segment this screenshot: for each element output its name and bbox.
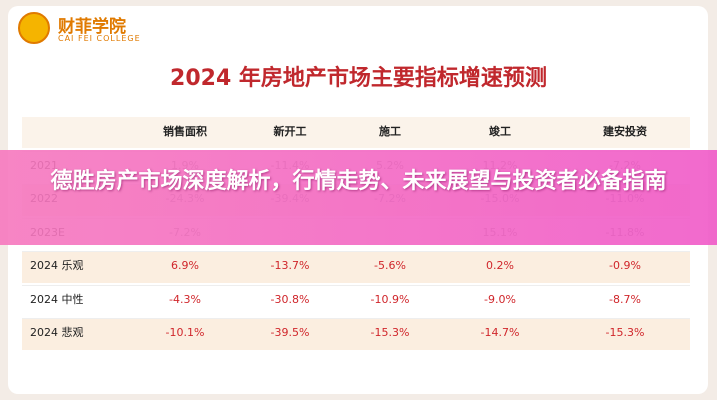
value-cell: -9.0% bbox=[484, 292, 516, 306]
logo-name: 财菲学院 bbox=[58, 17, 126, 37]
value-cell: -14.7% bbox=[480, 326, 520, 339]
value-cell: -8.7% bbox=[609, 292, 641, 306]
row-label: 2024 中性 bbox=[30, 292, 84, 306]
value-cell: -10.1% bbox=[165, 326, 205, 339]
value-cell: -15.3% bbox=[605, 326, 645, 339]
row-bg bbox=[22, 251, 690, 283]
header-cell: 销售面积 bbox=[163, 125, 207, 138]
value-cell: 0.2% bbox=[486, 259, 514, 272]
row-label: 2024 悲观 bbox=[30, 326, 84, 339]
value-cell: 6.9% bbox=[171, 259, 199, 272]
value-cell: -13.7% bbox=[270, 259, 310, 272]
logo-subtitle: CAI FEI COLLEGE bbox=[58, 34, 141, 43]
header-bg bbox=[22, 117, 690, 148]
banner bbox=[0, 150, 717, 245]
value-cell: -4.3% bbox=[169, 292, 201, 306]
title: 2024 年房地产市场主要指标增速预测 bbox=[170, 66, 547, 91]
logo-icon bbox=[18, 12, 50, 44]
value-cell: -15.3% bbox=[370, 326, 410, 339]
value-cell: -0.9% bbox=[609, 259, 641, 272]
header-cell: 施工 bbox=[379, 125, 401, 138]
row-bg bbox=[22, 318, 690, 350]
row-bg bbox=[22, 284, 690, 317]
row-label: 2024 乐观 bbox=[30, 259, 84, 272]
banner-text: 德胜房产市场深度解析，行情走势、未来展望与投资者必备指南 bbox=[50, 169, 667, 194]
value-cell: -5.6% bbox=[374, 259, 406, 272]
value-cell: -10.9% bbox=[370, 292, 410, 306]
header-cell: 建安投资 bbox=[603, 125, 647, 138]
value-cell: -30.8% bbox=[270, 292, 310, 306]
header-cell: 新开工 bbox=[273, 125, 307, 138]
value-cell: -39.5% bbox=[270, 326, 310, 339]
header-cell: 竣工 bbox=[489, 125, 511, 138]
